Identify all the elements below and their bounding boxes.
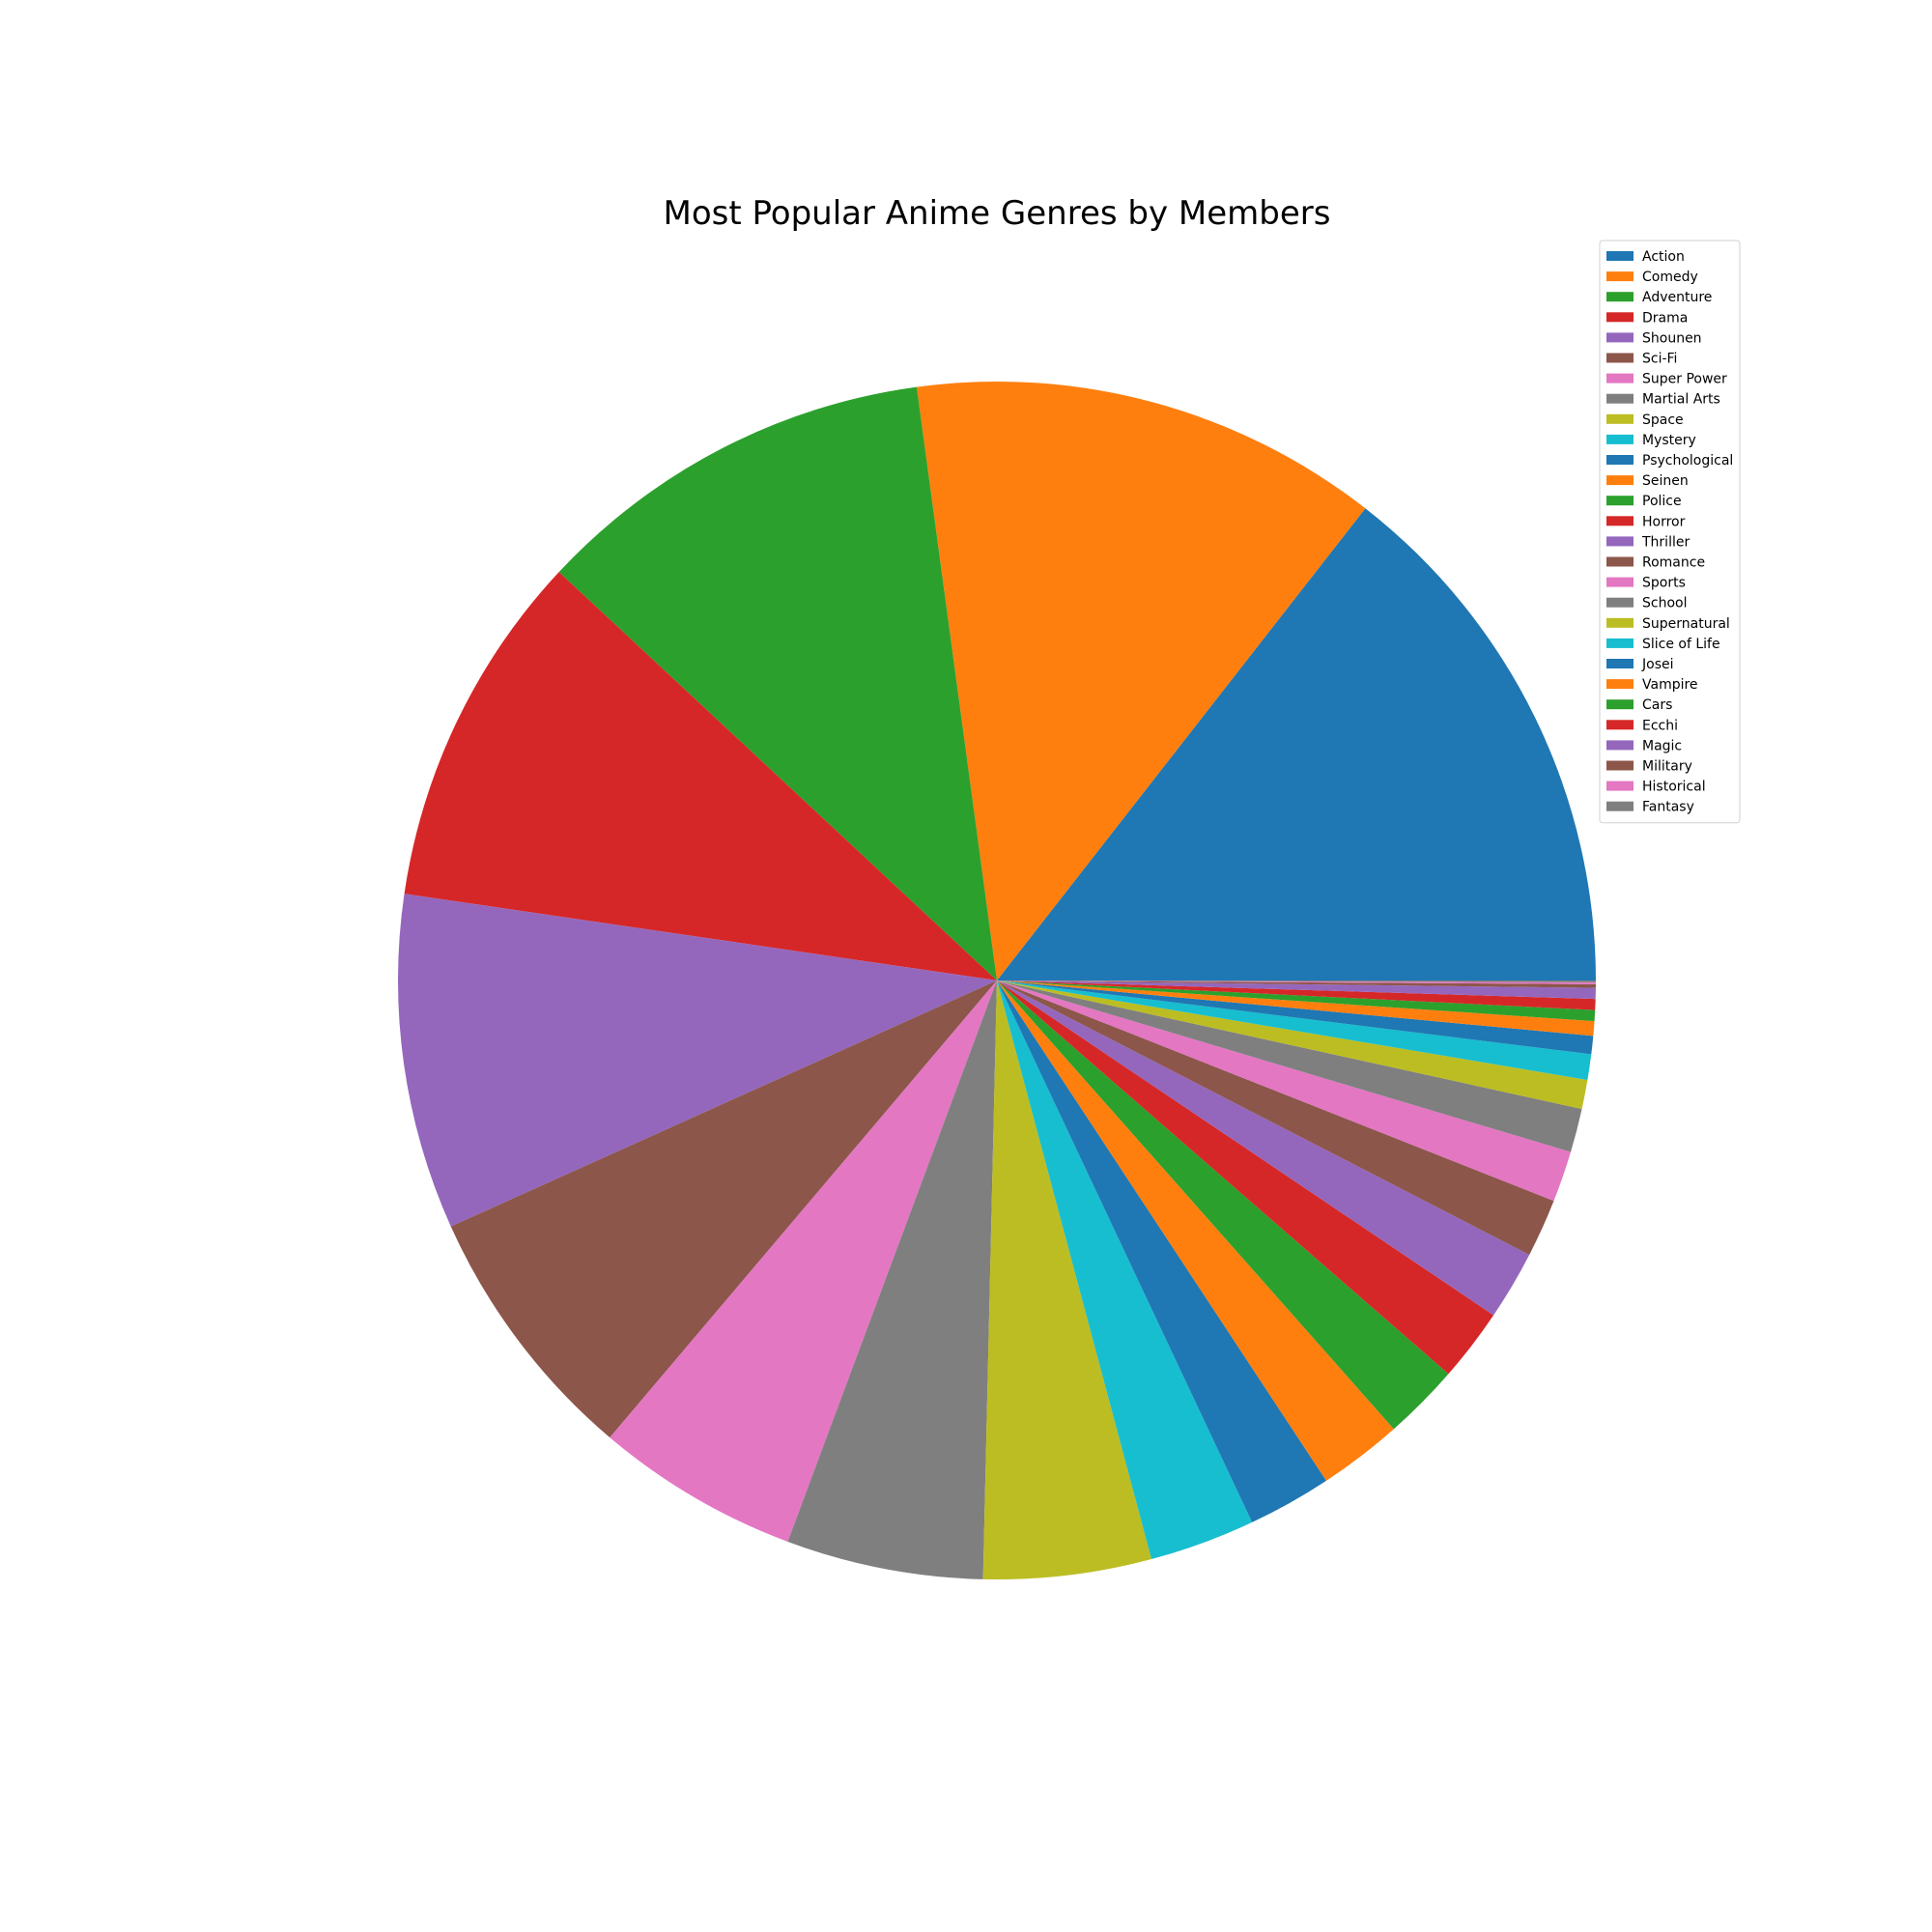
legend-label: Comedy: [1642, 270, 1698, 285]
pie-slice-space: [982, 980, 1152, 1579]
legend-swatch: [1606, 617, 1634, 628]
legend-swatch: [1606, 556, 1634, 567]
legend-frame: [1599, 240, 1741, 824]
legend-label: Ecchi: [1642, 718, 1678, 733]
legend-swatch: [1606, 801, 1634, 811]
pie-slice-sci-fi: [450, 980, 997, 1438]
legend-swatch: [1606, 292, 1634, 302]
legend-swatch: [1606, 332, 1634, 343]
legend-label: Josei: [1641, 657, 1674, 672]
legend-label: Action: [1642, 249, 1685, 265]
legend-swatch: [1606, 271, 1634, 282]
legend-label: Space: [1642, 412, 1684, 428]
pie-slice-super-power: [610, 980, 997, 1542]
legend-label: Magic: [1642, 738, 1682, 753]
legend-swatch: [1606, 597, 1634, 608]
legend-swatch: [1606, 434, 1634, 444]
legend-swatch: [1606, 659, 1634, 668]
pie-slice-drama: [404, 572, 997, 980]
legend-swatch: [1606, 373, 1634, 384]
legend-swatch: [1606, 720, 1634, 730]
legend-swatch: [1606, 536, 1634, 547]
pie-slice-slice-of-life: [997, 980, 1592, 1080]
legend-label: Military: [1642, 759, 1692, 775]
legend-label: Drama: [1642, 310, 1688, 326]
legend-label: Psychological: [1642, 453, 1733, 469]
legend-label: Romance: [1642, 555, 1705, 571]
legend-label: Mystery: [1642, 433, 1696, 448]
pie-slice-supernatural: [997, 980, 1588, 1110]
legend-label: Vampire: [1642, 677, 1698, 693]
legend-label: Seinen: [1642, 473, 1689, 489]
pie-slice-horror: [997, 980, 1494, 1375]
legend-label: Sci-Fi: [1642, 352, 1677, 367]
pie-slice-cars: [997, 980, 1596, 1022]
legend-swatch: [1606, 679, 1634, 690]
legend-swatch: [1606, 413, 1634, 424]
legend-label: Sports: [1642, 576, 1686, 591]
pie-slice-school: [997, 980, 1582, 1152]
legend-swatch: [1606, 760, 1634, 771]
legend-label: Cars: [1642, 697, 1672, 713]
pie-slice-magic: [997, 980, 1596, 1000]
legend-swatch: [1606, 496, 1634, 506]
legend: Action Comedy Adventure Drama Shounen Sci-Fi S…: [1599, 240, 1741, 824]
pie-slice-vampire: [997, 980, 1595, 1037]
legend-label: Martial Arts: [1642, 392, 1720, 408]
legend-swatch: [1606, 781, 1634, 791]
pie-slice-military: [997, 980, 1596, 988]
legend-label: Thriller: [1641, 534, 1690, 550]
legend-label: Super Power: [1642, 372, 1727, 387]
pie-slice-historical: [997, 980, 1596, 984]
pie-slice-josei: [997, 980, 1594, 1055]
legend-label: Shounen: [1642, 330, 1702, 346]
legend-swatch: [1606, 577, 1634, 587]
pie-slice-adventure: [558, 386, 997, 981]
pie-slice-fantasy: [997, 980, 1597, 982]
legend-swatch: [1606, 699, 1634, 710]
legend-swatch: [1606, 455, 1634, 465]
pie-slice-police: [997, 980, 1449, 1430]
pie-slices: [397, 382, 1597, 1579]
pie-slice-mystery: [997, 980, 1253, 1559]
pie-slice-psychological: [997, 980, 1326, 1522]
legend-swatch: [1606, 312, 1634, 323]
legend-swatch: [1606, 353, 1634, 363]
legend-label: Horror: [1642, 514, 1686, 529]
legend-swatch: [1606, 251, 1634, 261]
legend-label: Fantasy: [1642, 800, 1694, 815]
pie-slice-martial-arts: [787, 980, 997, 1579]
pie-slice-sports: [997, 980, 1572, 1202]
legend-swatch: [1606, 516, 1634, 526]
pie-slice-comedy: [916, 382, 1366, 981]
chart-title: Most Popular Anime Genres by Members: [664, 194, 1331, 233]
pie-slice-shounen: [397, 894, 997, 1227]
pie-slice-thriller: [997, 980, 1530, 1316]
legend-swatch: [1606, 740, 1634, 751]
legend-swatch: [1606, 475, 1634, 486]
pie-slice-seinen: [997, 980, 1394, 1481]
pie-slice-action: [997, 508, 1596, 980]
legend-swatch: [1606, 393, 1634, 404]
legend-label: Historical: [1642, 780, 1706, 795]
legend-label: Police: [1642, 494, 1682, 509]
legend-label: Adventure: [1642, 290, 1712, 305]
pie-slice-romance: [997, 980, 1554, 1255]
legend-label: Slice of Life: [1642, 637, 1720, 652]
legend-label: School: [1642, 596, 1687, 611]
legend-label: Supernatural: [1642, 616, 1730, 632]
pie-slice-ecchi: [997, 980, 1596, 1010]
legend-swatch: [1606, 638, 1634, 648]
